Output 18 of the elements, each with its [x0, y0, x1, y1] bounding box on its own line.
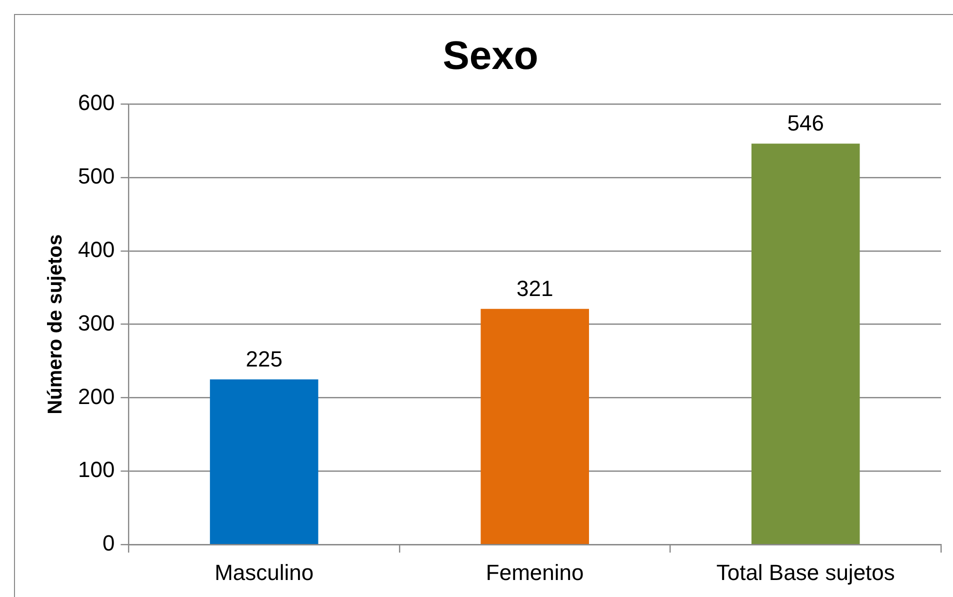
y-tick-label: 100: [78, 457, 115, 482]
bar: [480, 308, 590, 544]
y-axis-title: Número de sujetos: [44, 234, 67, 414]
data-label: 225: [246, 346, 282, 372]
x-tick-label: Femenino: [486, 560, 584, 585]
y-tick-label: 200: [78, 384, 115, 409]
y-tick-label: 400: [78, 236, 115, 262]
y-tick-label: 600: [78, 90, 115, 116]
x-tick-label: Masculino: [214, 560, 314, 585]
bar: [210, 379, 318, 544]
chart-title: Sexo: [442, 34, 538, 78]
data-label: 546: [787, 110, 824, 136]
bar: [751, 144, 860, 544]
y-tick-label: 300: [78, 310, 115, 336]
y-tick-label: 0: [102, 530, 115, 556]
x-tick-label: Total Base sujetos: [716, 560, 895, 585]
data-label: 321: [516, 276, 554, 301]
y-tick-label: 500: [78, 163, 115, 188]
